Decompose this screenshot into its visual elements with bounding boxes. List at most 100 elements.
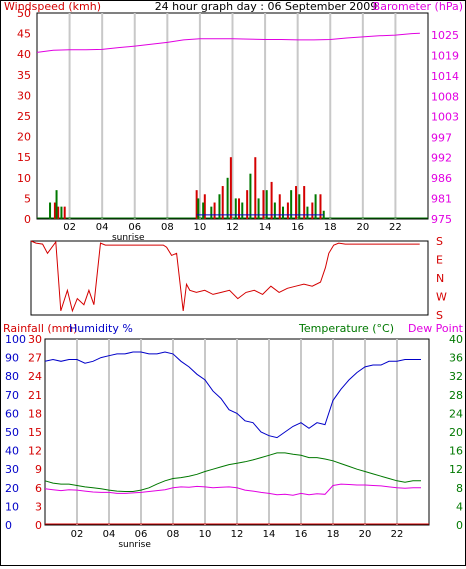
rainfall-tick-label: 27 — [28, 352, 42, 365]
wind-tick-label: 50 — [17, 7, 31, 20]
humidity-tick-label: 90 — [5, 352, 19, 365]
humidity-tick-label: 40 — [5, 445, 19, 458]
wind-bar — [49, 202, 52, 219]
humidity-tick-label: 100 — [5, 333, 26, 346]
humidity-tick-label: 70 — [5, 389, 19, 402]
wind-bar — [197, 198, 200, 219]
gust-bar — [278, 194, 281, 219]
temperature-tick-label: 40 — [449, 333, 463, 346]
rainfall-tick-label: 6 — [35, 482, 42, 495]
gust-bar — [262, 190, 265, 219]
wind-bar — [314, 194, 317, 219]
barometer-tick-label: 1014 — [431, 70, 459, 83]
wind-bar — [60, 206, 63, 219]
gust-bar — [57, 206, 60, 219]
sunrise-label: sunrise — [118, 540, 151, 550]
humidity-x-tick-label: 08 — [167, 529, 180, 540]
humidity-x-tick-label: 18 — [327, 529, 340, 540]
gust-bar — [238, 198, 241, 219]
temperature-line — [44, 452, 421, 492]
gust-bar — [295, 186, 298, 219]
wind-bar — [298, 194, 301, 219]
barometer-tick-label: 992 — [431, 152, 452, 165]
wind-bar — [265, 190, 268, 219]
wind-x-tick-label: 20 — [356, 222, 369, 233]
temperature-tick-label: 28 — [449, 389, 463, 402]
humidity-tick-label: 20 — [5, 482, 19, 495]
wind-x-tick-label: 18 — [324, 222, 337, 233]
barometer-tick-label: 975 — [431, 213, 452, 226]
rainfall-tick-label: 9 — [35, 463, 42, 476]
wind-x-tick-label: 08 — [161, 222, 174, 233]
wind-x-tick-label: 10 — [194, 222, 207, 233]
wind-tick-label: 15 — [17, 151, 31, 164]
gust-bar — [63, 206, 66, 219]
humidity-x-tick-label: 16 — [295, 529, 308, 540]
sunrise-label: sunrise — [112, 233, 145, 243]
humidity-x-tick-label: 20 — [359, 529, 372, 540]
rainfall-tick-label: 24 — [28, 370, 42, 383]
wind-bar — [257, 198, 260, 219]
gust-bar — [319, 194, 322, 219]
temperature-tick-label: 20 — [449, 426, 463, 439]
barometer-tick-label: 1019 — [431, 50, 459, 63]
humidity-axis-title: Humidity % — [69, 322, 133, 335]
temperature-tick-label: 16 — [449, 445, 463, 458]
wind-x-tick-label: 22 — [389, 222, 402, 233]
humidity-x-tick-label: 04 — [103, 529, 116, 540]
temperature-tick-label: 0 — [456, 519, 463, 532]
barometer-tick-label: 1025 — [431, 29, 459, 42]
direction-label: S — [436, 235, 443, 248]
wind-tick-label: 35 — [17, 69, 31, 82]
temperature-tick-label: 4 — [456, 500, 463, 513]
wind-bar — [241, 202, 244, 219]
gust-bar — [286, 202, 289, 219]
wind-x-tick-label: 14 — [259, 222, 272, 233]
temperature-tick-label: 36 — [449, 352, 463, 365]
barometer-axis-title: Barometer (hPa) — [373, 1, 463, 13]
rainfall-tick-label: 30 — [28, 333, 42, 346]
wind-bar — [282, 206, 285, 219]
wind-bar — [55, 190, 58, 219]
gust-bar — [195, 190, 198, 219]
direction-plot-area — [30, 240, 429, 316]
gust-bar — [221, 186, 224, 219]
direction-label: E — [436, 254, 443, 267]
gust-bar — [311, 202, 314, 219]
humidity-tick-label: 10 — [5, 500, 19, 513]
humidity-tick-label: 0 — [5, 519, 12, 532]
rainfall-tick-label: 18 — [28, 407, 42, 420]
temperature-tick-label: 32 — [449, 370, 463, 383]
barometer-tick-label: 1003 — [431, 111, 459, 124]
barometer-tick-label: 997 — [431, 131, 452, 144]
wind-tick-label: 10 — [17, 172, 31, 185]
rainfall-tick-label: 15 — [28, 426, 42, 439]
barometer-line — [36, 32, 420, 53]
wind-x-tick-label: 06 — [128, 222, 141, 233]
wind-tick-label: 0 — [24, 213, 31, 226]
wind-x-tick-label: 16 — [291, 222, 304, 233]
temperature-tick-label: 12 — [449, 463, 463, 476]
rainfall-tick-label: 21 — [28, 389, 42, 402]
humidity-x-tick-label: 22 — [391, 529, 404, 540]
wind-tick-label: 5 — [24, 192, 31, 205]
wind-bar — [306, 206, 309, 219]
wind-bar — [226, 177, 229, 219]
wind-direction-line — [30, 240, 420, 313]
gust-bar — [213, 202, 216, 219]
barometer-tick-label: 986 — [431, 172, 452, 185]
wind-bar — [273, 202, 276, 219]
gust-bar — [53, 202, 56, 219]
chart-title: 24 hour graph day : 06 September 2009 — [155, 1, 378, 13]
temperature-tick-label: 8 — [456, 482, 463, 495]
wind-tick-label: 45 — [17, 28, 31, 41]
humidity-x-tick-label: 10 — [199, 529, 212, 540]
rainfall-axis-title: Rainfall (mm) — [3, 322, 77, 335]
gust-bar — [303, 186, 306, 219]
wind-x-tick-label: 12 — [226, 222, 239, 233]
dewpoint-line — [44, 483, 421, 496]
humidity-tick-label: 30 — [5, 463, 19, 476]
wind-x-tick-label: 04 — [96, 222, 109, 233]
